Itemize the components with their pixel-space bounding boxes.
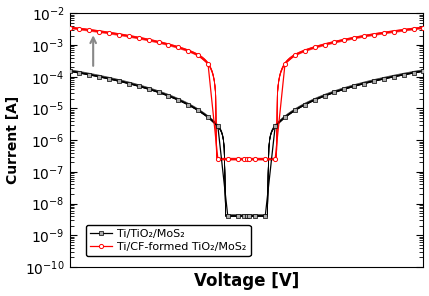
Line: Ti/TiO₂/MoS₂: Ti/TiO₂/MoS₂: [68, 70, 425, 218]
Ti/CF-formed TiO₂/MoS₂: [362, 34, 367, 38]
Ti/TiO₂/MoS₂: [342, 87, 347, 91]
Ti/TiO₂/MoS₂: [302, 103, 307, 107]
Ti/CF-formed TiO₂/MoS₂: [381, 31, 387, 35]
Ti/CF-formed TiO₂/MoS₂: [136, 36, 142, 40]
Ti/CF-formed TiO₂/MoS₂: [176, 46, 181, 49]
Ti/CF-formed TiO₂/MoS₂: [196, 54, 201, 57]
Ti/CF-formed TiO₂/MoS₂: [67, 26, 72, 30]
Ti/TiO₂/MoS₂: [205, 115, 211, 119]
Ti/TiO₂/MoS₂: [372, 79, 377, 83]
Ti/TiO₂/MoS₂: [156, 91, 161, 94]
Ti/TiO₂/MoS₂: [391, 75, 396, 78]
Ti/TiO₂/MoS₂: [116, 79, 121, 83]
Ti/CF-formed TiO₂/MoS₂: [263, 157, 268, 161]
Ti/TiO₂/MoS₂: [186, 103, 191, 107]
Ti/CF-formed TiO₂/MoS₂: [87, 28, 92, 32]
Ti/CF-formed TiO₂/MoS₂: [253, 157, 258, 161]
Ti/TiO₂/MoS₂: [352, 84, 357, 88]
Y-axis label: Current [A]: Current [A]: [6, 96, 20, 184]
Ti/CF-formed TiO₂/MoS₂: [205, 62, 211, 65]
Ti/CF-formed TiO₂/MoS₂: [106, 31, 112, 35]
Ti/TiO₂/MoS₂: [136, 84, 142, 88]
Ti/CF-formed TiO₂/MoS₂: [235, 157, 240, 161]
Ti/TiO₂/MoS₂: [322, 94, 327, 98]
Ti/CF-formed TiO₂/MoS₂: [282, 62, 287, 65]
Ti/TiO₂/MoS₂: [241, 214, 246, 218]
Ti/CF-formed TiO₂/MoS₂: [166, 43, 171, 46]
Line: Ti/CF-formed TiO₂/MoS₂: Ti/CF-formed TiO₂/MoS₂: [67, 26, 426, 161]
Ti/TiO₂/MoS₂: [292, 109, 297, 112]
Ti/TiO₂/MoS₂: [247, 214, 252, 218]
Ti/CF-formed TiO₂/MoS₂: [215, 157, 221, 161]
Ti/TiO₂/MoS₂: [282, 115, 287, 119]
Ti/CF-formed TiO₂/MoS₂: [156, 41, 161, 44]
Ti/CF-formed TiO₂/MoS₂: [292, 54, 297, 57]
Ti/TiO₂/MoS₂: [421, 69, 426, 73]
Ti/CF-formed TiO₂/MoS₂: [247, 157, 252, 161]
Ti/CF-formed TiO₂/MoS₂: [225, 157, 230, 161]
Ti/TiO₂/MoS₂: [381, 77, 387, 81]
Ti/CF-formed TiO₂/MoS₂: [186, 49, 191, 53]
Ti/CF-formed TiO₂/MoS₂: [116, 33, 121, 36]
Ti/TiO₂/MoS₂: [166, 94, 171, 98]
Ti/CF-formed TiO₂/MoS₂: [322, 43, 327, 46]
Ti/TiO₂/MoS₂: [106, 77, 112, 81]
X-axis label: Voltage [V]: Voltage [V]: [194, 272, 299, 290]
Ti/CF-formed TiO₂/MoS₂: [332, 41, 337, 44]
Ti/CF-formed TiO₂/MoS₂: [126, 34, 131, 38]
Ti/CF-formed TiO₂/MoS₂: [372, 33, 377, 36]
Ti/TiO₂/MoS₂: [263, 214, 268, 218]
Ti/TiO₂/MoS₂: [272, 125, 278, 128]
Ti/CF-formed TiO₂/MoS₂: [272, 157, 278, 161]
Ti/CF-formed TiO₂/MoS₂: [352, 36, 357, 40]
Ti/CF-formed TiO₂/MoS₂: [241, 157, 246, 161]
Ti/TiO₂/MoS₂: [87, 73, 92, 77]
Ti/CF-formed TiO₂/MoS₂: [401, 28, 406, 32]
Legend: Ti/TiO₂/MoS₂, Ti/CF-formed TiO₂/MoS₂: Ti/TiO₂/MoS₂, Ti/CF-formed TiO₂/MoS₂: [86, 225, 251, 256]
Ti/CF-formed TiO₂/MoS₂: [342, 38, 347, 42]
Ti/CF-formed TiO₂/MoS₂: [244, 157, 249, 161]
Ti/TiO₂/MoS₂: [77, 71, 82, 75]
Ti/TiO₂/MoS₂: [67, 69, 72, 73]
Ti/TiO₂/MoS₂: [235, 214, 240, 218]
Ti/TiO₂/MoS₂: [126, 82, 131, 85]
Ti/TiO₂/MoS₂: [332, 91, 337, 94]
Ti/TiO₂/MoS₂: [196, 109, 201, 112]
Ti/TiO₂/MoS₂: [97, 75, 102, 78]
Ti/CF-formed TiO₂/MoS₂: [421, 26, 426, 30]
Ti/TiO₂/MoS₂: [215, 125, 221, 128]
Ti/CF-formed TiO₂/MoS₂: [146, 38, 151, 42]
Ti/TiO₂/MoS₂: [253, 214, 258, 218]
Ti/CF-formed TiO₂/MoS₂: [391, 30, 396, 33]
Ti/TiO₂/MoS₂: [362, 82, 367, 85]
Ti/TiO₂/MoS₂: [225, 214, 230, 218]
Ti/CF-formed TiO₂/MoS₂: [411, 27, 416, 31]
Ti/CF-formed TiO₂/MoS₂: [77, 27, 82, 31]
Ti/TiO₂/MoS₂: [401, 73, 406, 77]
Ti/TiO₂/MoS₂: [244, 214, 249, 218]
Ti/TiO₂/MoS₂: [312, 98, 317, 102]
Ti/CF-formed TiO₂/MoS₂: [97, 30, 102, 33]
Ti/TiO₂/MoS₂: [146, 87, 151, 91]
Ti/TiO₂/MoS₂: [176, 98, 181, 102]
Ti/CF-formed TiO₂/MoS₂: [302, 49, 307, 53]
Ti/TiO₂/MoS₂: [411, 71, 416, 75]
Ti/CF-formed TiO₂/MoS₂: [312, 46, 317, 49]
